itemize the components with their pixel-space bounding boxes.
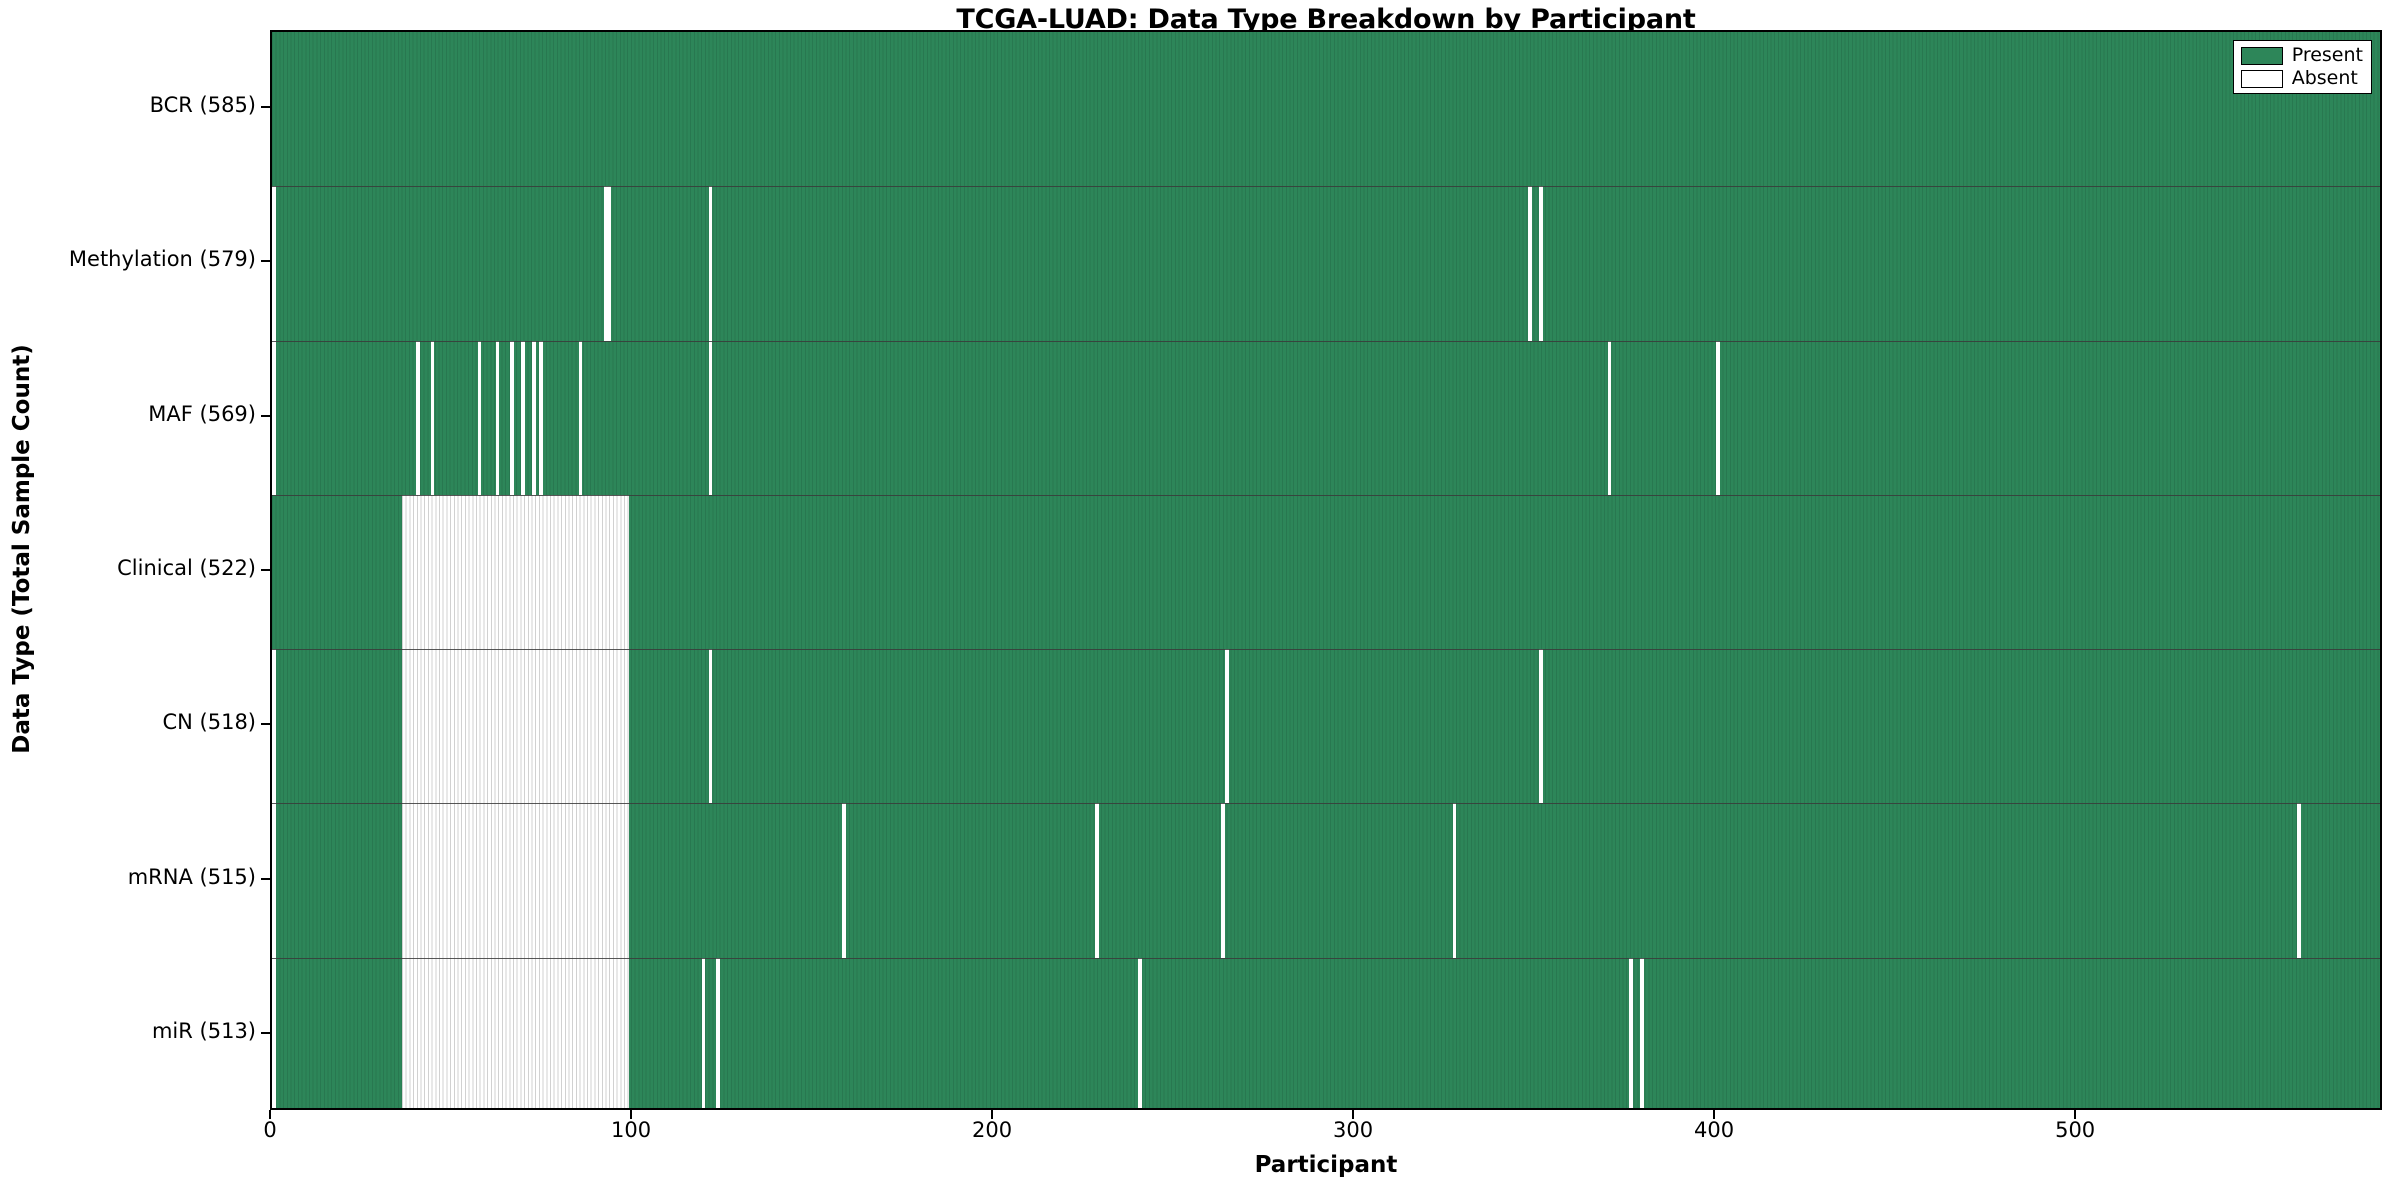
legend-label: Absent [2291, 67, 2358, 89]
x-tick-label: 300 [1333, 1118, 1374, 1142]
heatmap-row[interactable] [272, 803, 2380, 958]
heatmap-absent-block [272, 803, 276, 958]
heatmap-row[interactable] [272, 340, 2380, 495]
legend-swatch-icon [2240, 69, 2283, 88]
heatmap-absent-block [708, 649, 713, 804]
heatmap-absent-block [1225, 649, 1229, 804]
heatmap-absent-block [272, 340, 276, 495]
heatmap-absent-block [272, 186, 276, 341]
heatmap-absent-block [578, 340, 583, 495]
heatmap-absent-block [416, 340, 421, 495]
heatmap-absent-block [708, 186, 713, 341]
heatmap-absent-block [1607, 340, 1612, 495]
legend-entry[interactable]: Present [2240, 44, 2363, 66]
heatmap-absent-block [272, 649, 276, 804]
heatmap-absent-block [495, 340, 500, 495]
y-tick-label-maf: MAF (569) [148, 401, 256, 426]
heatmap-absent-block [401, 649, 630, 804]
heatmap-absent-block [1539, 186, 1543, 341]
heatmap-absent-block [1452, 803, 1457, 958]
heatmap-absent-block [1640, 957, 1644, 1108]
chart-legend[interactable]: Present Absent [2232, 40, 2372, 94]
y-tick-mark [261, 877, 270, 880]
y-tick-mark [261, 1031, 270, 1034]
heatmap-absent-block [708, 340, 713, 495]
legend-entry[interactable]: Absent [2240, 67, 2363, 89]
x-tick-label: 0 [263, 1118, 277, 1142]
heatmap-row-divider [272, 803, 2380, 805]
heatmap-row[interactable] [272, 494, 2380, 650]
y-tick-label-mir: miR (513) [151, 1018, 256, 1043]
heatmap-plot-area[interactable]: Present Absent [270, 30, 2382, 1110]
heatmap-absent-block [1528, 186, 1532, 341]
heatmap-absent-block [2297, 803, 2301, 958]
x-axis-label: Participant [1254, 1152, 1398, 1178]
heatmap-row-present-band [272, 32, 2380, 187]
heatmap-row-divider [272, 186, 2380, 188]
x-tick-label: 500 [2055, 1118, 2096, 1142]
heatmap-row-divider [272, 494, 2380, 496]
heatmap-absent-block [1221, 803, 1226, 958]
heatmap-row-divider [272, 649, 2380, 651]
heatmap-absent-block [510, 340, 514, 495]
heatmap-row[interactable] [272, 186, 2380, 341]
x-tick-mark [1352, 1110, 1355, 1119]
x-tick-mark [1713, 1110, 1716, 1119]
heatmap-absent-block [1629, 957, 1634, 1108]
heatmap-absent-block [842, 803, 847, 958]
heatmap-absent-block [477, 340, 482, 495]
heatmap-absent-block [1716, 340, 1720, 495]
heatmap-absent-block [401, 957, 630, 1108]
x-tick-label: 400 [1694, 1118, 1735, 1142]
x-tick-mark [630, 1110, 633, 1119]
y-tick-label-cn: CN (518) [162, 710, 256, 735]
heatmap-row-present-band [272, 340, 2380, 495]
heatmap-row[interactable] [272, 649, 2380, 804]
x-tick-mark [991, 1110, 994, 1119]
y-tick-label-bcr: BCR (585) [149, 93, 256, 118]
y-tick-mark [261, 723, 270, 726]
heatmap-absent-block [604, 186, 612, 341]
heatmap-absent-block [401, 494, 630, 650]
heatmap-absent-block [430, 340, 435, 495]
y-tick-mark [261, 260, 270, 263]
y-axis-label: Data Type (Total Sample Count) [9, 344, 35, 754]
x-tick-label: 100 [610, 1118, 652, 1142]
heatmap-absent-block [539, 340, 543, 495]
legend-label: Present [2291, 44, 2363, 66]
heatmap-row[interactable] [272, 32, 2380, 187]
heatmap-rows-container [272, 32, 2380, 1108]
heatmap-absent-block [521, 340, 525, 495]
page-title: TCGA-LUAD: Data Type Breakdown by Partic… [956, 4, 1696, 35]
legend-swatch-icon [2240, 46, 2283, 65]
heatmap-absent-block [1539, 649, 1543, 804]
y-tick-label-mrna: mRNA (515) [127, 864, 256, 889]
heatmap-absent-block [401, 803, 630, 958]
heatmap-row[interactable] [272, 957, 2380, 1108]
heatmap-absent-block [716, 957, 720, 1108]
heatmap-absent-block [272, 957, 276, 1108]
y-tick-label-clinical: Clinical (522) [117, 556, 256, 580]
y-tick-label-methylation: Methylation (579) [68, 247, 256, 272]
heatmap-absent-block [1095, 803, 1099, 958]
y-tick-mark [261, 569, 270, 571]
y-tick-mark [261, 106, 270, 109]
heatmap-row-present-band [272, 186, 2380, 341]
heatmap-absent-block [1138, 957, 1143, 1108]
x-tick-label: 200 [972, 1118, 1013, 1142]
heatmap-row-divider [272, 957, 2380, 959]
heatmap-absent-block [701, 957, 706, 1108]
x-tick-mark [269, 1110, 271, 1119]
y-tick-mark [261, 414, 270, 417]
heatmap-row-divider [272, 340, 2380, 342]
heatmap-absent-block [531, 340, 536, 495]
x-tick-mark [2074, 1110, 2077, 1119]
